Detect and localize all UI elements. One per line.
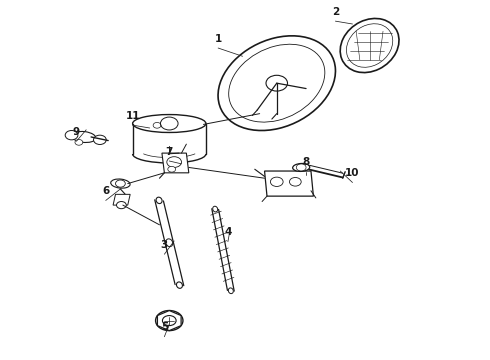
Ellipse shape [111, 179, 130, 188]
Ellipse shape [156, 197, 162, 203]
Text: 2: 2 [332, 7, 339, 17]
Ellipse shape [218, 36, 336, 131]
Ellipse shape [72, 131, 96, 143]
Text: 5: 5 [161, 323, 168, 332]
Circle shape [168, 166, 175, 172]
Ellipse shape [340, 18, 399, 73]
Text: 4: 4 [224, 228, 232, 237]
Polygon shape [162, 153, 189, 173]
Text: 1: 1 [215, 34, 222, 44]
Circle shape [266, 75, 288, 91]
Ellipse shape [346, 24, 393, 67]
Text: 8: 8 [302, 157, 310, 167]
Circle shape [162, 316, 176, 325]
Circle shape [94, 135, 106, 144]
Text: 11: 11 [125, 111, 140, 121]
Polygon shape [157, 311, 181, 330]
Ellipse shape [176, 282, 182, 288]
Ellipse shape [133, 114, 206, 132]
Circle shape [117, 202, 126, 209]
Text: 9: 9 [73, 127, 80, 137]
Circle shape [156, 311, 183, 330]
Ellipse shape [213, 206, 218, 212]
Circle shape [160, 117, 178, 130]
Circle shape [65, 131, 78, 140]
Circle shape [75, 139, 83, 145]
Ellipse shape [228, 288, 233, 294]
Polygon shape [265, 171, 314, 196]
Ellipse shape [166, 239, 173, 247]
Text: 3: 3 [161, 240, 168, 250]
Ellipse shape [293, 163, 310, 171]
Text: 6: 6 [102, 186, 109, 196]
Polygon shape [113, 194, 130, 205]
Text: 7: 7 [166, 147, 173, 157]
Text: 10: 10 [345, 168, 360, 178]
Ellipse shape [229, 44, 325, 122]
